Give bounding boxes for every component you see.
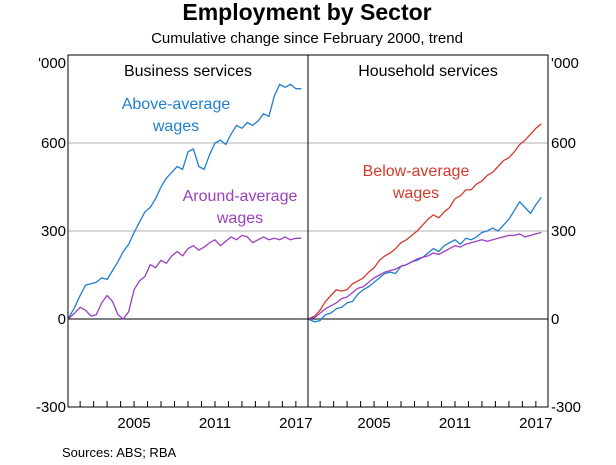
- ytick-left-300: 300: [41, 223, 66, 240]
- x-axis-ticks: 2005 2011 2017 2005 2011 2017: [79, 401, 553, 432]
- panel-title-business: Business services: [124, 63, 252, 80]
- label-above-average-line1: Above-average: [122, 96, 231, 113]
- y-axis-ticks: -300 -300 0 0 300 300 600 600: [36, 135, 581, 416]
- unit-label-left: '000: [38, 55, 66, 72]
- label-around-average-line1: Around-average: [183, 188, 298, 205]
- ytick-right--300: -300: [551, 399, 581, 416]
- ytick-right-300: 300: [551, 223, 576, 240]
- xtick-label-2017-panel1: 2017: [519, 415, 552, 432]
- label-around-average-line2: wages: [216, 210, 263, 227]
- ytick-left--300: -300: [36, 399, 66, 416]
- series-line-panel0-above-average-wages: [67, 83, 302, 320]
- label-below-average-line1: Below-average: [363, 163, 470, 180]
- label-above-average-line2: wages: [152, 118, 199, 135]
- panel-title-household: Household services: [358, 63, 498, 80]
- series-line-panel1-household-around-average-wages: [307, 231, 542, 320]
- ytick-left-0: 0: [58, 311, 66, 328]
- chart-subtitle: Cumulative change since February 2000, t…: [151, 30, 463, 47]
- ytick-left-600: 600: [41, 135, 66, 152]
- source-note: Sources: ABS; RBA: [62, 445, 176, 460]
- ytick-right-600: 600: [551, 135, 576, 152]
- xtick-label-2005-panel1: 2005: [357, 415, 390, 432]
- ytick-right-0: 0: [551, 311, 559, 328]
- xtick-label-2005-panel0: 2005: [117, 415, 150, 432]
- chart-title: Employment by Sector: [182, 0, 431, 25]
- series-lines: [67, 83, 542, 323]
- label-below-average-line2: wages: [392, 185, 439, 202]
- series-line-panel0-around-average-wages: [67, 234, 302, 320]
- series-line-panel1-below-average-wages: [307, 123, 542, 320]
- series-line-panel1-household-above-average-wages: [307, 196, 542, 323]
- xtick-label-2017-panel0: 2017: [279, 415, 312, 432]
- xtick-label-2011-panel0: 2011: [199, 415, 231, 432]
- unit-label-right: '000: [551, 55, 579, 72]
- xtick-label-2011-panel1: 2011: [439, 415, 471, 432]
